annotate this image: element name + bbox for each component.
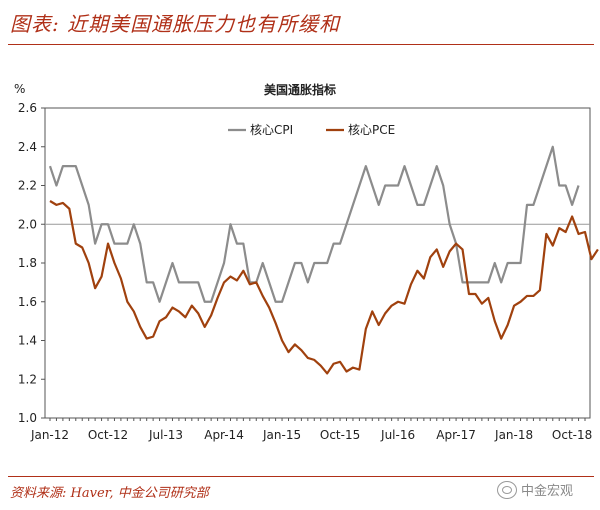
x-tick-label: Apr-14	[204, 428, 244, 442]
y-axis-ticks: 1.0 1.2 1.4 1.6 1.8 2.0 2.2 2.4 2.6	[18, 101, 45, 425]
legend-label-cpi: 核心CPI	[250, 123, 293, 137]
y-tick-label: 1.6	[18, 295, 37, 309]
series-line-core-pce	[49, 200, 599, 375]
watermark: 中金宏观	[497, 480, 573, 499]
series-layer	[48, 145, 599, 375]
x-axis-ticks: Jan-12 Oct-12 Jul-13 Apr-14 Jan-15 Oct-15 Jul-…	[30, 418, 592, 442]
source-note: 资料来源: Haver, 中金公司研究部	[10, 486, 209, 501]
y-tick-label: 2.0	[18, 217, 37, 231]
x-tick-label: Oct-15	[320, 428, 360, 442]
watermark-text: 中金宏观	[521, 484, 574, 499]
y-tick-label: 2.2	[18, 179, 37, 193]
y-tick-label: 1.4	[18, 334, 37, 348]
x-tick-label: Jul-16	[380, 428, 415, 442]
legend: 核心CPI 核心PCE	[228, 123, 395, 137]
page-title: 图表: 近期美国通胀压力也有所缓和	[10, 12, 341, 36]
x-tick-label: Jul-13	[148, 428, 183, 442]
title-divider	[8, 44, 594, 45]
y-tick-label: 2.6	[18, 101, 37, 115]
y-axis-label: %	[14, 82, 25, 96]
chart-title: 美国通胀指标	[264, 82, 336, 97]
y-tick-label: 2.4	[18, 140, 37, 154]
y-tick-label: 1.8	[18, 256, 37, 270]
series-line-core-cpi	[48, 145, 580, 303]
x-tick-label: Jan-18	[494, 428, 533, 442]
x-tick-label: Oct-12	[88, 428, 128, 442]
legend-label-pce: 核心PCE	[348, 123, 395, 137]
y-tick-label: 1.2	[18, 372, 37, 386]
x-tick-label: Jan-15	[262, 428, 301, 442]
source-divider	[8, 476, 594, 477]
wechat-icon	[497, 480, 517, 499]
x-tick-label: Oct-18	[552, 428, 592, 442]
inflation-chart: 1.0 1.2 1.4 1.6 1.8 2.0 2.2 2.4 2.6 Jan-12 Oct-12…	[14, 82, 599, 442]
x-tick-label: Jan-12	[30, 428, 69, 442]
x-tick-label: Apr-17	[436, 428, 476, 442]
y-tick-label: 1.0	[18, 411, 37, 425]
